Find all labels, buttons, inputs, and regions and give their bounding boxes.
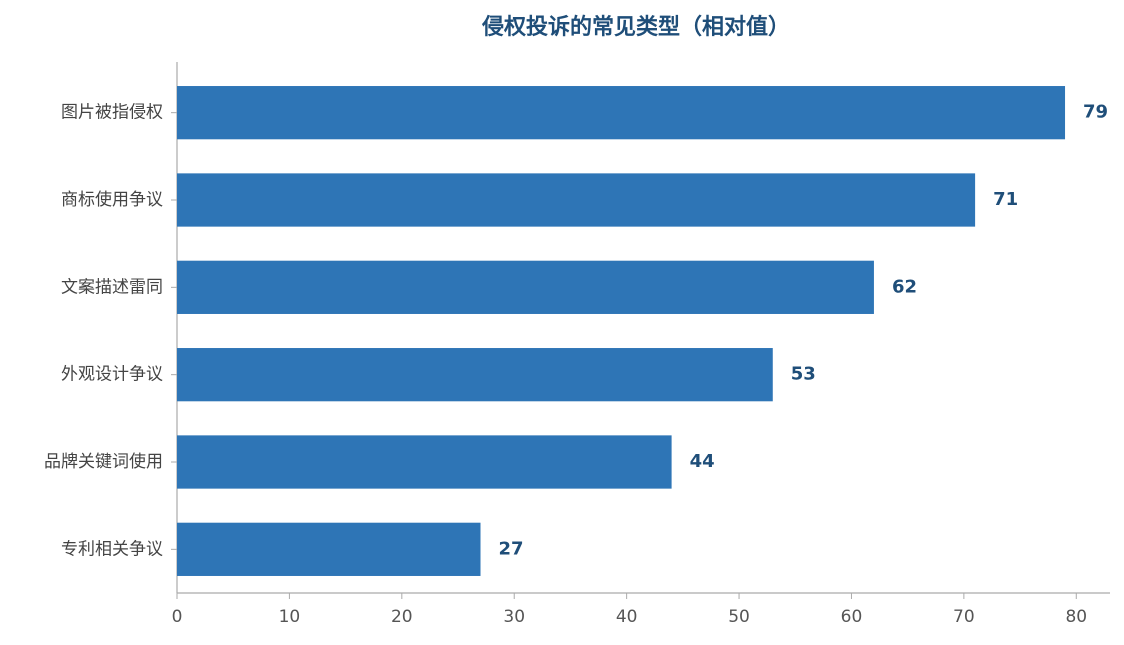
value-label: 53 — [791, 364, 816, 385]
y-tick-label: 图片被指侵权 — [61, 103, 163, 123]
x-tick-label: 20 — [391, 607, 413, 627]
value-label: 27 — [499, 538, 524, 559]
y-tick-label: 外观设计争议 — [61, 365, 163, 385]
y-tick-label: 专利相关争议 — [61, 539, 163, 559]
x-tick-label: 70 — [953, 607, 975, 627]
value-label: 44 — [690, 451, 715, 472]
chart-title: 侵权投诉的常见类型（相对值） — [481, 14, 790, 40]
bar — [177, 173, 976, 227]
x-tick-label: 60 — [841, 607, 863, 627]
bar — [177, 348, 773, 402]
bar — [177, 435, 672, 489]
value-label: 71 — [993, 189, 1018, 210]
y-tick-label: 文案描述雷同 — [61, 277, 163, 297]
x-tick-label: 10 — [279, 607, 301, 627]
bar — [177, 522, 481, 576]
x-tick-label: 80 — [1065, 607, 1087, 627]
x-tick-label: 30 — [503, 607, 525, 627]
x-tick-label: 0 — [172, 607, 183, 627]
y-tick-label: 商标使用争议 — [61, 189, 163, 210]
y-tick-label: 品牌关键词使用 — [44, 451, 163, 472]
value-label: 62 — [892, 276, 917, 297]
value-label: 79 — [1083, 102, 1108, 123]
bar — [177, 86, 1066, 140]
x-tick-label: 40 — [616, 607, 638, 627]
bar — [177, 260, 874, 314]
x-tick-label: 50 — [728, 607, 750, 627]
